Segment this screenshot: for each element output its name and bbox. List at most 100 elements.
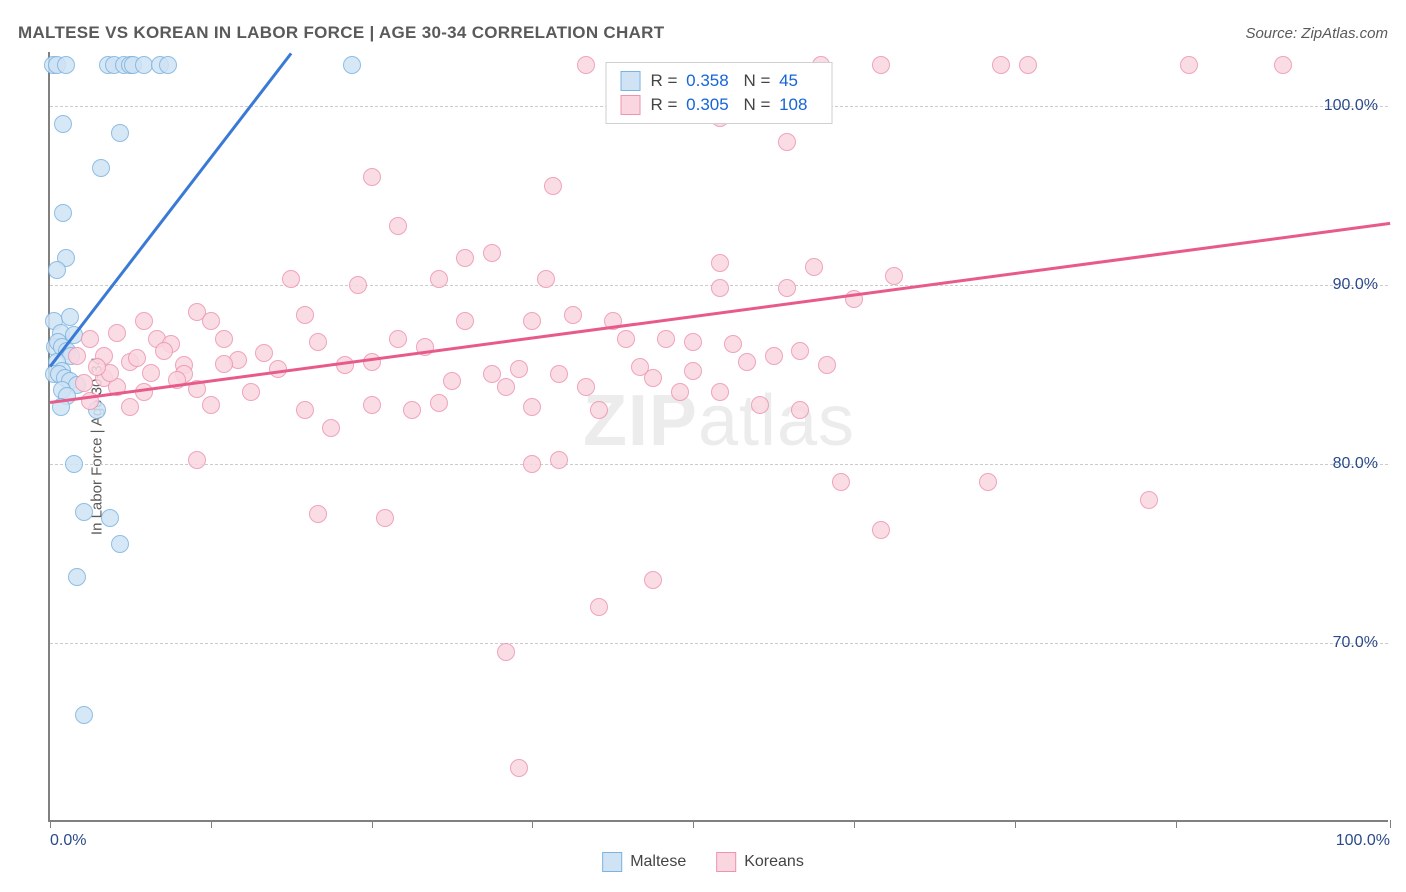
scatter-point-koreans xyxy=(88,358,106,376)
title-bar: MALTESE VS KOREAN IN LABOR FORCE | AGE 3… xyxy=(18,18,1388,48)
scatter-point-koreans xyxy=(523,312,541,330)
scatter-point-koreans xyxy=(497,643,515,661)
scatter-point-koreans xyxy=(724,335,742,353)
scatter-point-koreans xyxy=(75,374,93,392)
scatter-point-koreans xyxy=(711,383,729,401)
legend-swatch xyxy=(602,852,622,872)
scatter-point-koreans xyxy=(456,249,474,267)
scatter-point-koreans xyxy=(657,330,675,348)
scatter-point-koreans xyxy=(778,279,796,297)
scatter-point-koreans xyxy=(296,306,314,324)
scatter-point-koreans xyxy=(550,365,568,383)
scatter-point-koreans xyxy=(671,383,689,401)
scatter-point-koreans xyxy=(349,276,367,294)
bottom-legend-item: Koreans xyxy=(716,852,804,872)
scatter-point-koreans xyxy=(765,347,783,365)
scatter-point-koreans xyxy=(456,312,474,330)
scatter-point-koreans xyxy=(389,330,407,348)
scatter-point-maltese xyxy=(54,204,72,222)
scatter-point-koreans xyxy=(497,378,515,396)
scatter-point-maltese xyxy=(54,115,72,133)
scatter-point-koreans xyxy=(202,312,220,330)
scatter-point-koreans xyxy=(322,419,340,437)
y-tick-label: 100.0% xyxy=(1324,97,1378,115)
scatter-point-koreans xyxy=(872,56,890,74)
source-label: Source: ZipAtlas.com xyxy=(1245,25,1388,42)
scatter-point-koreans xyxy=(242,383,260,401)
scatter-point-koreans xyxy=(590,401,608,419)
legend-swatch xyxy=(621,71,641,91)
scatter-point-koreans xyxy=(684,362,702,380)
scatter-point-koreans xyxy=(738,353,756,371)
scatter-point-koreans xyxy=(135,312,153,330)
scatter-point-koreans xyxy=(135,383,153,401)
scatter-point-koreans xyxy=(128,349,146,367)
scatter-point-koreans xyxy=(510,360,528,378)
scatter-point-koreans xyxy=(523,455,541,473)
scatter-point-koreans xyxy=(590,598,608,616)
scatter-point-koreans xyxy=(376,509,394,527)
x-tick xyxy=(1176,820,1177,828)
scatter-point-maltese xyxy=(111,124,129,142)
y-tick-label: 80.0% xyxy=(1333,455,1378,473)
scatter-point-maltese xyxy=(92,159,110,177)
y-tick-label: 90.0% xyxy=(1333,276,1378,294)
bottom-legend-item: Maltese xyxy=(602,852,686,872)
scatter-point-koreans xyxy=(1140,491,1158,509)
x-tick xyxy=(50,820,51,828)
scatter-point-koreans xyxy=(684,333,702,351)
x-tick xyxy=(693,820,694,828)
scatter-point-koreans xyxy=(544,177,562,195)
scatter-point-koreans xyxy=(872,521,890,539)
scatter-point-koreans xyxy=(483,244,501,262)
scatter-point-maltese xyxy=(68,568,86,586)
x-tick-label: 0.0% xyxy=(50,832,86,850)
scatter-point-koreans xyxy=(751,396,769,414)
scatter-point-koreans xyxy=(791,401,809,419)
scatter-point-koreans xyxy=(711,254,729,272)
scatter-point-koreans xyxy=(296,401,314,419)
scatter-point-koreans xyxy=(389,217,407,235)
scatter-point-koreans xyxy=(363,353,381,371)
scatter-point-koreans xyxy=(644,571,662,589)
scatter-point-maltese xyxy=(343,56,361,74)
scatter-point-koreans xyxy=(791,342,809,360)
scatter-point-koreans xyxy=(121,398,139,416)
legend-box: R = 0.358 N = 45R = 0.305 N = 108 xyxy=(606,62,833,124)
scatter-point-koreans xyxy=(577,56,595,74)
scatter-point-koreans xyxy=(202,396,220,414)
scatter-point-koreans xyxy=(255,344,273,362)
x-tick xyxy=(1015,820,1016,828)
scatter-point-maltese xyxy=(57,56,75,74)
gridline-h xyxy=(50,464,1388,465)
scatter-point-koreans xyxy=(818,356,836,374)
scatter-point-maltese xyxy=(159,56,177,74)
scatter-point-koreans xyxy=(711,279,729,297)
scatter-point-maltese xyxy=(65,455,83,473)
scatter-point-koreans xyxy=(644,369,662,387)
x-tick xyxy=(1390,820,1391,828)
scatter-point-maltese xyxy=(75,706,93,724)
scatter-point-koreans xyxy=(155,342,173,360)
scatter-point-koreans xyxy=(309,505,327,523)
scatter-point-koreans xyxy=(550,451,568,469)
scatter-point-koreans xyxy=(188,451,206,469)
x-tick xyxy=(211,820,212,828)
scatter-point-koreans xyxy=(430,270,448,288)
scatter-point-koreans xyxy=(617,330,635,348)
scatter-point-koreans xyxy=(537,270,555,288)
scatter-point-koreans xyxy=(979,473,997,491)
scatter-point-koreans xyxy=(1180,56,1198,74)
scatter-point-koreans xyxy=(142,364,160,382)
x-tick xyxy=(532,820,533,828)
x-tick-label: 100.0% xyxy=(1336,832,1390,850)
scatter-point-koreans xyxy=(805,258,823,276)
trend-line-koreans xyxy=(50,222,1390,404)
scatter-point-koreans xyxy=(282,270,300,288)
scatter-point-koreans xyxy=(564,306,582,324)
bottom-legend-label: Maltese xyxy=(630,853,686,871)
scatter-point-koreans xyxy=(215,330,233,348)
scatter-point-maltese xyxy=(61,308,79,326)
gridline-h xyxy=(50,643,1388,644)
scatter-point-koreans xyxy=(992,56,1010,74)
